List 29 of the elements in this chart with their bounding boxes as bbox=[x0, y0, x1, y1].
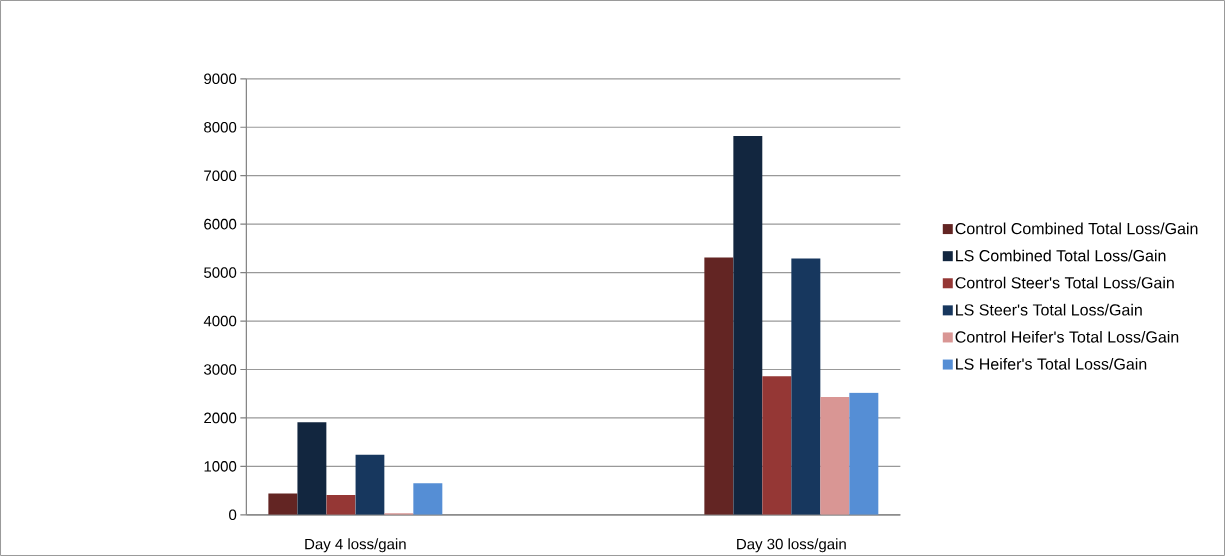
bar bbox=[791, 258, 821, 515]
bar bbox=[355, 454, 385, 515]
bar bbox=[849, 392, 879, 515]
y-tick-label: 9000 bbox=[204, 73, 237, 85]
y-tick-label: 5000 bbox=[204, 267, 237, 278]
legend-label: LS Heifer's Total Loss/Gain bbox=[956, 358, 1147, 370]
legend-label: Control Heifer's Total Loss/Gain bbox=[955, 330, 1179, 343]
x-tick-label: Day 4 loss/gain bbox=[305, 538, 406, 553]
y-tick-label: 0 bbox=[229, 509, 237, 521]
bar bbox=[268, 493, 298, 515]
y-tick-label: 1000 bbox=[204, 461, 237, 472]
bar bbox=[326, 494, 356, 515]
y-tick-label: 3000 bbox=[204, 364, 237, 375]
bar bbox=[413, 483, 443, 515]
legend-label: Control Combined Total Loss/Gain bbox=[955, 222, 1198, 235]
y-tick-label: 6000 bbox=[204, 218, 237, 230]
y-tick-label: 8000 bbox=[204, 121, 237, 133]
bar bbox=[704, 257, 734, 515]
legend-label: LS Combined Total Loss/Gain bbox=[956, 249, 1166, 262]
legend-label: Control Steer's Total Loss/Gain bbox=[955, 276, 1174, 289]
bar bbox=[733, 135, 763, 515]
y-tick-label: 2000 bbox=[204, 412, 237, 424]
x-tick-label: Day 30 loss/gain bbox=[737, 538, 846, 553]
bar bbox=[297, 422, 327, 515]
legend-label: LS Steer's Total Loss/Gain bbox=[956, 303, 1142, 316]
y-tick-label: 4000 bbox=[203, 315, 237, 327]
bar bbox=[820, 397, 850, 515]
y-tick-label: 7000 bbox=[204, 170, 237, 182]
bar bbox=[762, 376, 792, 515]
